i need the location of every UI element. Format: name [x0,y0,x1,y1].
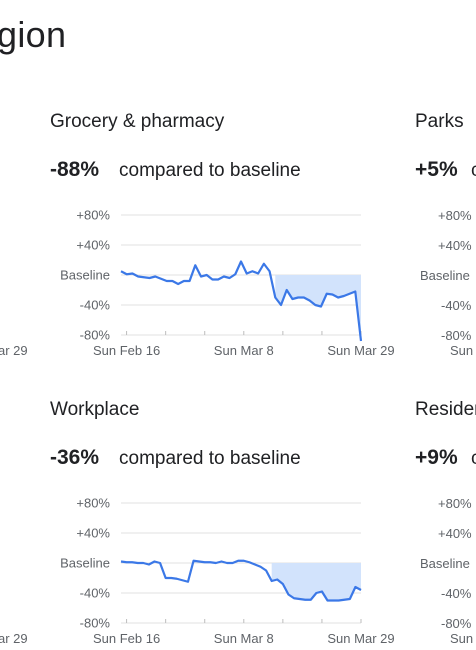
residential-y-tick: +40% [438,526,472,541]
grocery-x-tick: Sun Feb 16 [93,343,160,358]
change-value-residential: +9% [415,446,458,469]
workplace-y-tick: Baseline [60,556,110,571]
grocery-series-line [120,260,363,342]
residential-x-tick: Sun [450,631,473,646]
workplace-y-tick: -40% [80,586,111,601]
grocery-x-tick: Sun Mar 29 [327,343,394,358]
grocery-y-tick: +40% [76,238,110,253]
card-title-parks: Parks [415,111,464,132]
card-title-residential: Residen [415,399,476,420]
grocery-y-tick: Baseline [60,268,110,283]
residential-y-tick: -40% [441,586,472,601]
compare-label-workplace: compared to baseline [119,448,301,469]
change-value-parks: +5% [415,158,458,181]
workplace-y-tick: +80% [76,496,110,511]
page-title: gion [0,14,67,55]
card-title-grocery: Grocery & pharmacy [50,111,225,132]
parks-y-tick: -40% [441,298,472,313]
compare-label-grocery: compared to baseline [119,160,301,181]
parks-y-tick: +40% [438,238,472,253]
residential-y-tick: +80% [438,496,472,511]
workplace-y-tick: -80% [80,616,111,631]
parks-chart-partial: +80% +40% Baseline -40% -80% Sun [420,208,473,358]
grocery-y-tick: -40% [80,298,111,313]
workplace-x-tick: Sun Feb 16 [93,631,160,646]
compare-label-residential: c [471,448,476,469]
workplace-x-tick: Sun Mar 29 [327,631,394,646]
change-value-grocery: -88% [50,158,100,181]
workplace-x-tick: Sun Mar 8 [214,631,274,646]
workplace-area [271,563,361,601]
card-title-workplace: Workplace [50,399,140,420]
grocery-area [275,275,361,341]
grocery-x-tick: Sun Mar 8 [214,343,274,358]
workplace-series-line [120,559,362,602]
parks-y-tick: +80% [438,208,472,223]
parks-y-tick: -80% [441,328,472,343]
left-chart-x-tick: ar 29 [0,631,28,646]
grocery-y-tick: +80% [76,208,110,223]
change-value-workplace: -36% [50,446,100,469]
left-chart-x-tick: ar 29 [0,343,28,358]
residential-y-tick: Baseline [420,556,470,571]
residential-y-tick: -80% [441,616,472,631]
grocery-chart: +80% +40% Baseline -40% -80%Sun Feb 16 Sun Ma… [60,208,394,359]
workplace-y-tick: +40% [76,526,110,541]
compare-label-parks: c [471,160,476,181]
grocery-y-tick: -80% [80,328,111,343]
parks-y-tick: Baseline [420,268,470,283]
workplace-chart: +80% +40% Baseline -40% -80%Sun Feb 16 Sun Ma… [60,496,394,647]
residential-chart-partial: +80% +40% Baseline -40% -80% Sun [420,496,473,646]
parks-x-tick: Sun [450,343,473,358]
